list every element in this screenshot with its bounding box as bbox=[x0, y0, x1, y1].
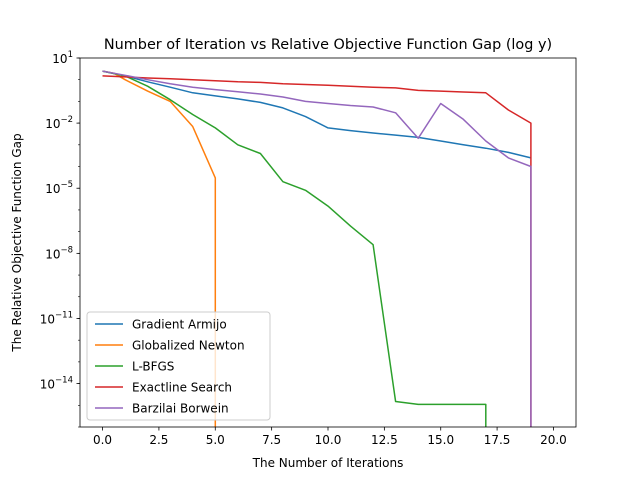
y-tick-label: 10−2 bbox=[45, 115, 73, 131]
legend-label: Exactline Search bbox=[132, 381, 232, 395]
x-tick-label: 0.0 bbox=[93, 433, 112, 447]
legend-box bbox=[86, 311, 271, 421]
x-tick-label: 12.5 bbox=[371, 433, 398, 447]
legend: Gradient Armijo Globalized Newton L-BFGS Ex… bbox=[86, 311, 271, 421]
y-tick-label: 10−11 bbox=[40, 310, 73, 326]
x-tick-label: 7.5 bbox=[262, 433, 281, 447]
y-tick-label: 10−8 bbox=[45, 245, 73, 261]
x-tick-label: 10.0 bbox=[315, 433, 342, 447]
legend-label: Barzilai Borwein bbox=[132, 402, 229, 416]
y-axis: 10−14 10−11 10−8 10−5 10−2 101 bbox=[40, 50, 80, 428]
series-line-5 bbox=[102, 70, 532, 427]
series-line-3 bbox=[102, 70, 487, 427]
y-tick-label: 10−14 bbox=[40, 376, 73, 392]
legend-label: L-BFGS bbox=[132, 360, 174, 374]
legend-label: Globalized Newton bbox=[132, 339, 245, 353]
x-tick-label: 17.5 bbox=[484, 433, 511, 447]
y-tick-label: 101 bbox=[52, 50, 73, 66]
chart-title: Number of Iteration vs Relative Objectiv… bbox=[104, 37, 552, 53]
x-tick-label: 5.0 bbox=[206, 433, 225, 447]
x-tick-label: 20.0 bbox=[540, 433, 567, 447]
x-tick-label: 15.0 bbox=[427, 433, 454, 447]
series-line-4 bbox=[102, 75, 532, 427]
series-layer bbox=[102, 70, 532, 427]
x-axis: 0.0 2.5 5.0 7.5 10.0 12.5 15.0 17.5 20.0 bbox=[93, 427, 567, 447]
series-line-1 bbox=[102, 70, 532, 159]
legend-label: Gradient Armijo bbox=[132, 318, 227, 332]
x-axis-label: The Number of Iterations bbox=[252, 456, 404, 470]
y-tick-label: 10−5 bbox=[45, 180, 73, 196]
x-tick-label: 2.5 bbox=[149, 433, 168, 447]
y-axis-label: The Relative Objective Function Gap bbox=[10, 133, 24, 352]
